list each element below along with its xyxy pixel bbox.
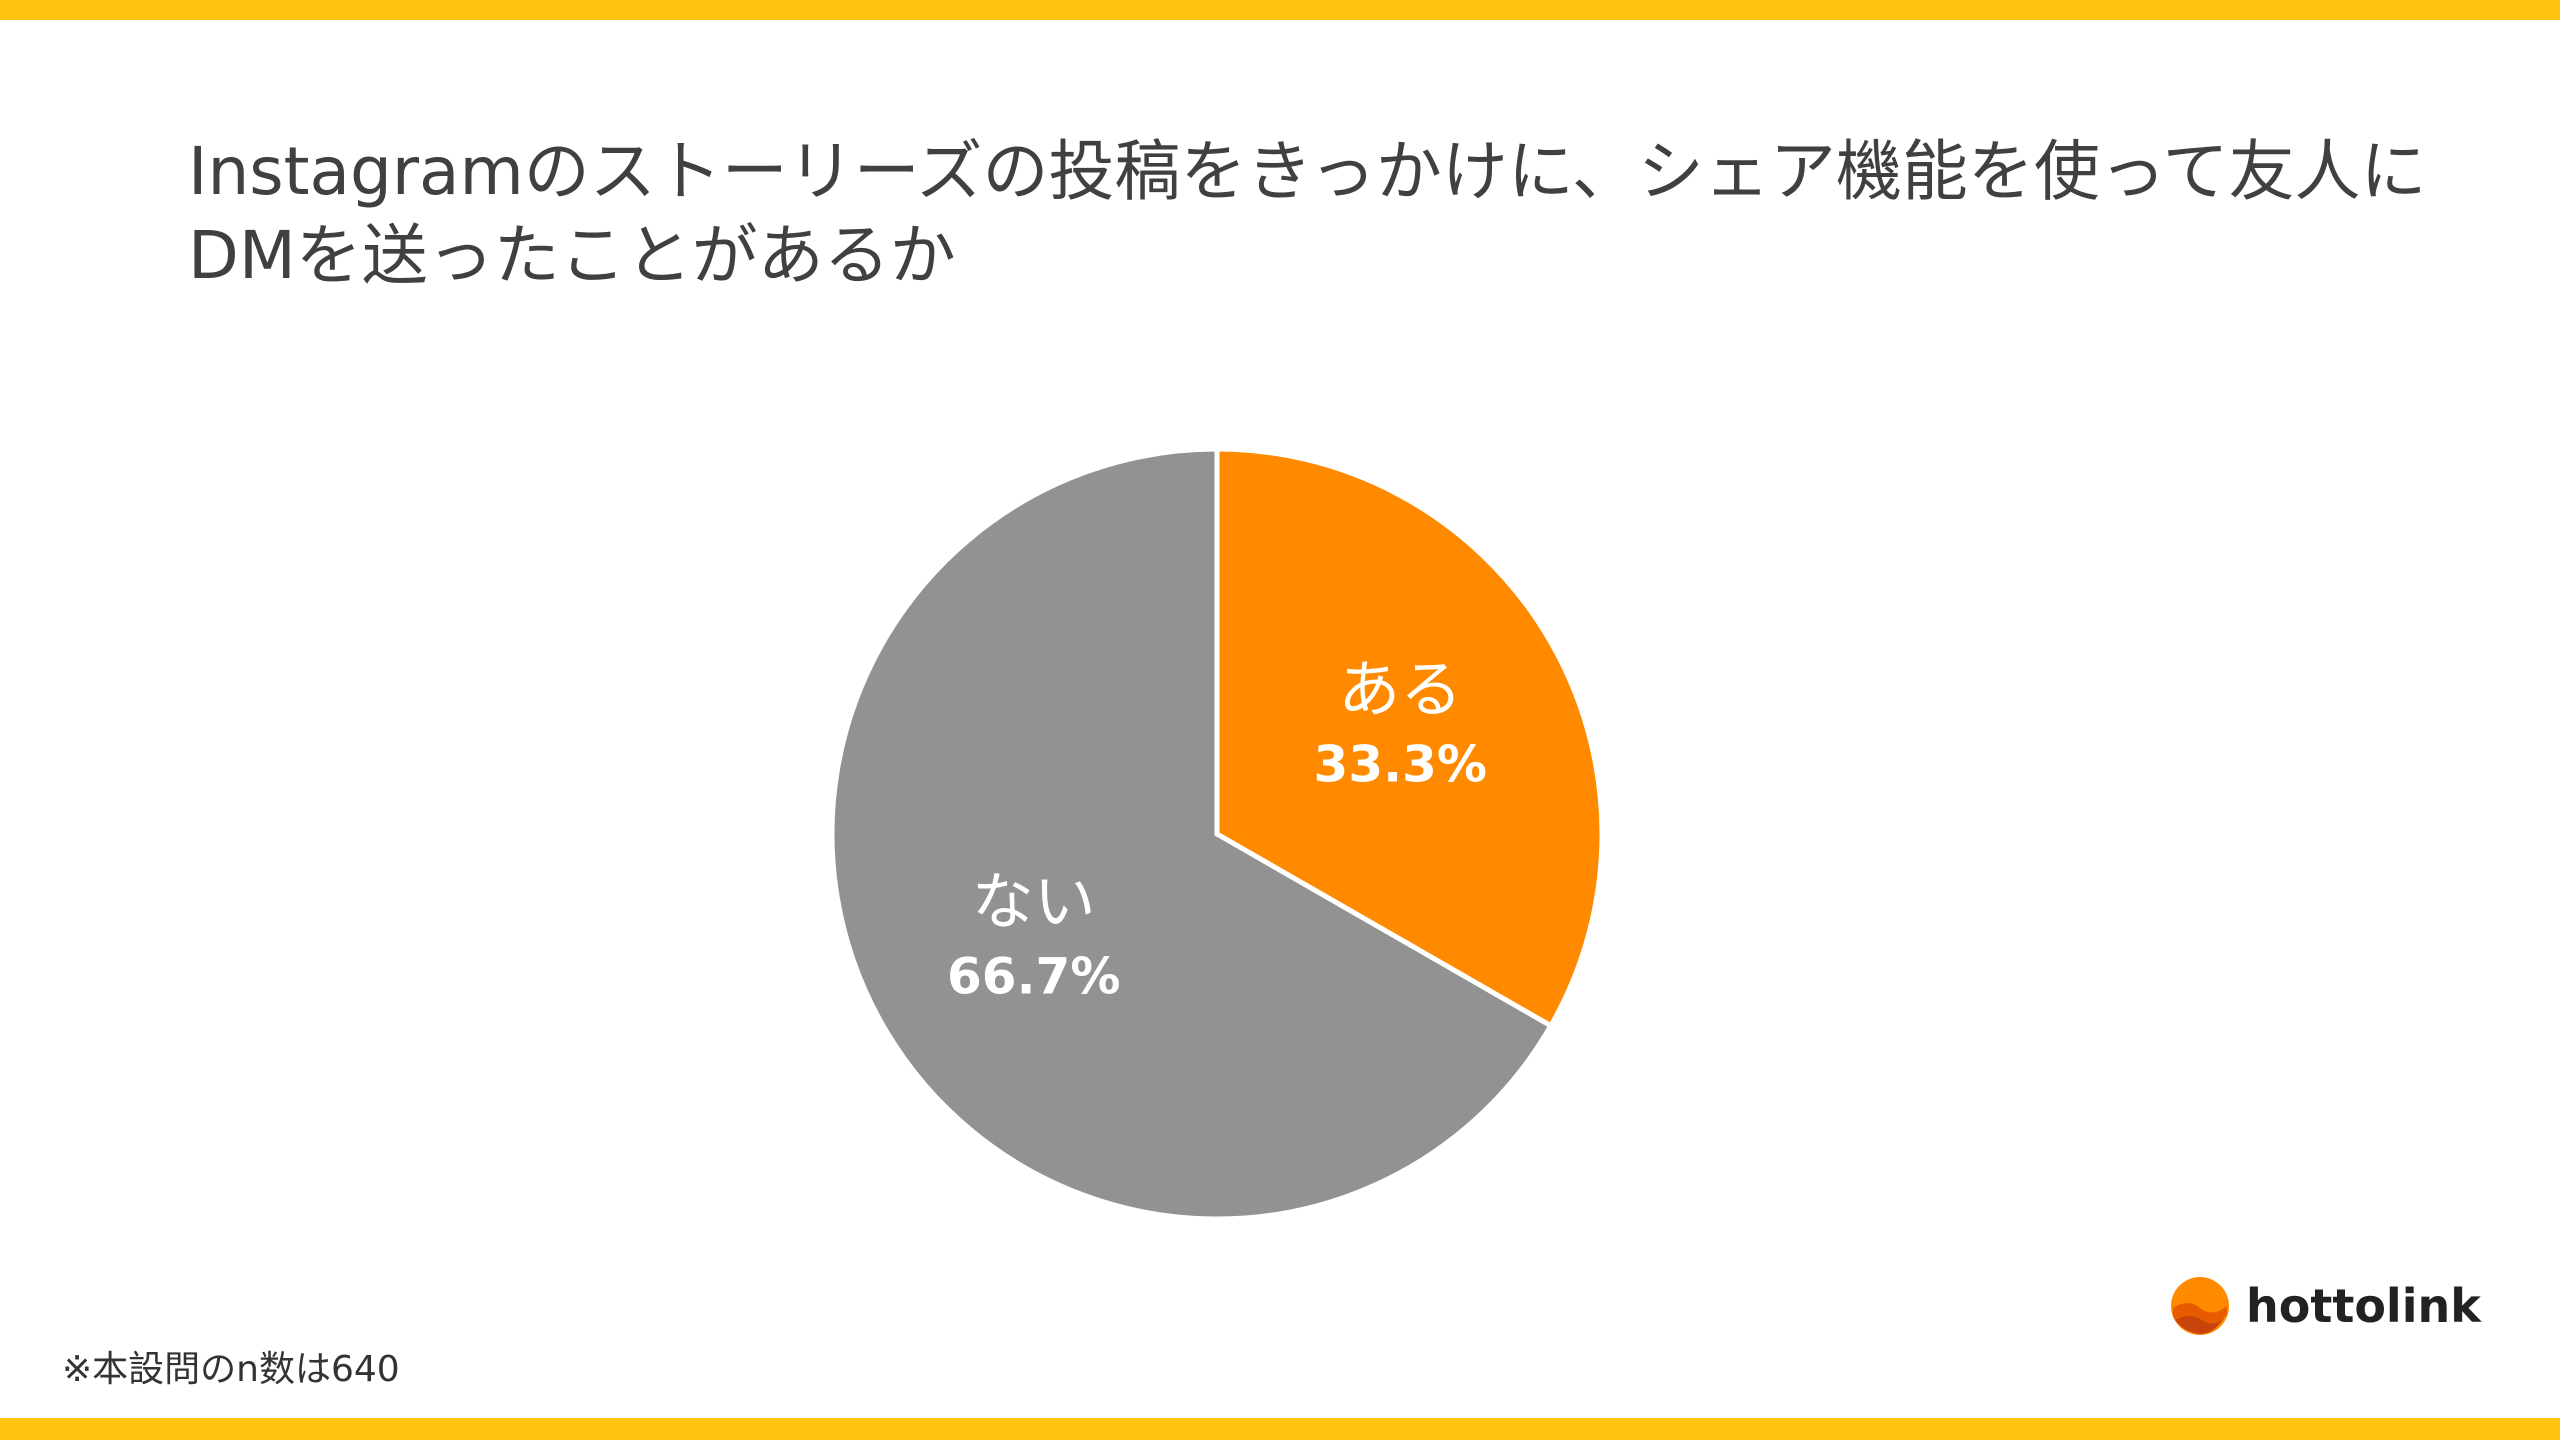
slice-value-label: 33.3% [1314, 735, 1487, 793]
slice-value-label: 66.7% [947, 948, 1120, 1006]
slice-category: ない [972, 865, 1096, 938]
chart-title: Instagramのストーリーズの投稿をきっかけに、シェア機能を使って友人にDM… [188, 133, 2427, 294]
slice-category: ある [1338, 653, 1462, 726]
footnote: ※本設問のn数は640 [62, 1349, 400, 1390]
brand-name: hottolink [2246, 1279, 2481, 1333]
pie-slice [829, 446, 1555, 1222]
brand-icon [2171, 1277, 2229, 1335]
top-bar [0, 0, 2560, 20]
pie-slice [1214, 446, 1605, 1030]
bottom-bar [0, 1418, 2560, 1440]
brand-logo: hottolink [2170, 1276, 2481, 1336]
